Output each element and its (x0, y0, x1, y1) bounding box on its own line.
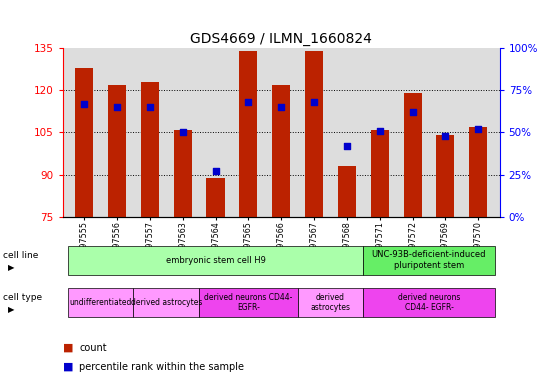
Text: ▶: ▶ (8, 263, 15, 271)
Text: cell line: cell line (3, 251, 38, 260)
Bar (469, 127, 487, 217)
Point (277, 104, 286, 110)
Bar (206, 177, 224, 217)
Point (244, 99, 253, 105)
Point (408, 109, 417, 115)
Point (342, 143, 351, 149)
Text: percentile rank within the sample: percentile rank within the sample (79, 362, 244, 372)
Text: ■: ■ (63, 343, 73, 353)
Bar (338, 166, 356, 217)
Point (112, 104, 121, 110)
Bar (371, 130, 389, 217)
Bar (305, 51, 323, 217)
Bar (75, 68, 93, 217)
Point (474, 126, 483, 132)
Text: ▶: ▶ (8, 305, 15, 314)
Bar (272, 84, 290, 217)
Point (145, 104, 154, 110)
Text: derived astrocytes: derived astrocytes (130, 298, 202, 307)
Text: embryonic stem cell H9: embryonic stem cell H9 (165, 256, 265, 265)
Bar (108, 84, 126, 217)
Point (375, 128, 384, 134)
Text: derived
astrocytes: derived astrocytes (311, 293, 351, 312)
Point (179, 129, 187, 136)
Text: ■: ■ (63, 362, 73, 372)
Bar (436, 135, 454, 217)
Point (310, 99, 318, 105)
Point (211, 168, 220, 174)
Bar (174, 130, 192, 217)
Point (441, 133, 450, 139)
Bar (141, 82, 159, 217)
Text: count: count (79, 343, 107, 353)
Bar (403, 93, 422, 217)
Text: cell type: cell type (3, 293, 42, 302)
Title: GDS4669 / ILMN_1660824: GDS4669 / ILMN_1660824 (190, 31, 372, 46)
Text: UNC-93B-deficient-induced
pluripotent stem: UNC-93B-deficient-induced pluripotent st… (372, 250, 486, 270)
Text: undifferentiated: undifferentiated (69, 298, 132, 307)
Bar (239, 51, 257, 217)
Point (80, 101, 88, 107)
Text: derived neurons
CD44- EGFR-: derived neurons CD44- EGFR- (398, 293, 460, 312)
Text: derived neurons CD44-
EGFR-: derived neurons CD44- EGFR- (204, 293, 293, 312)
